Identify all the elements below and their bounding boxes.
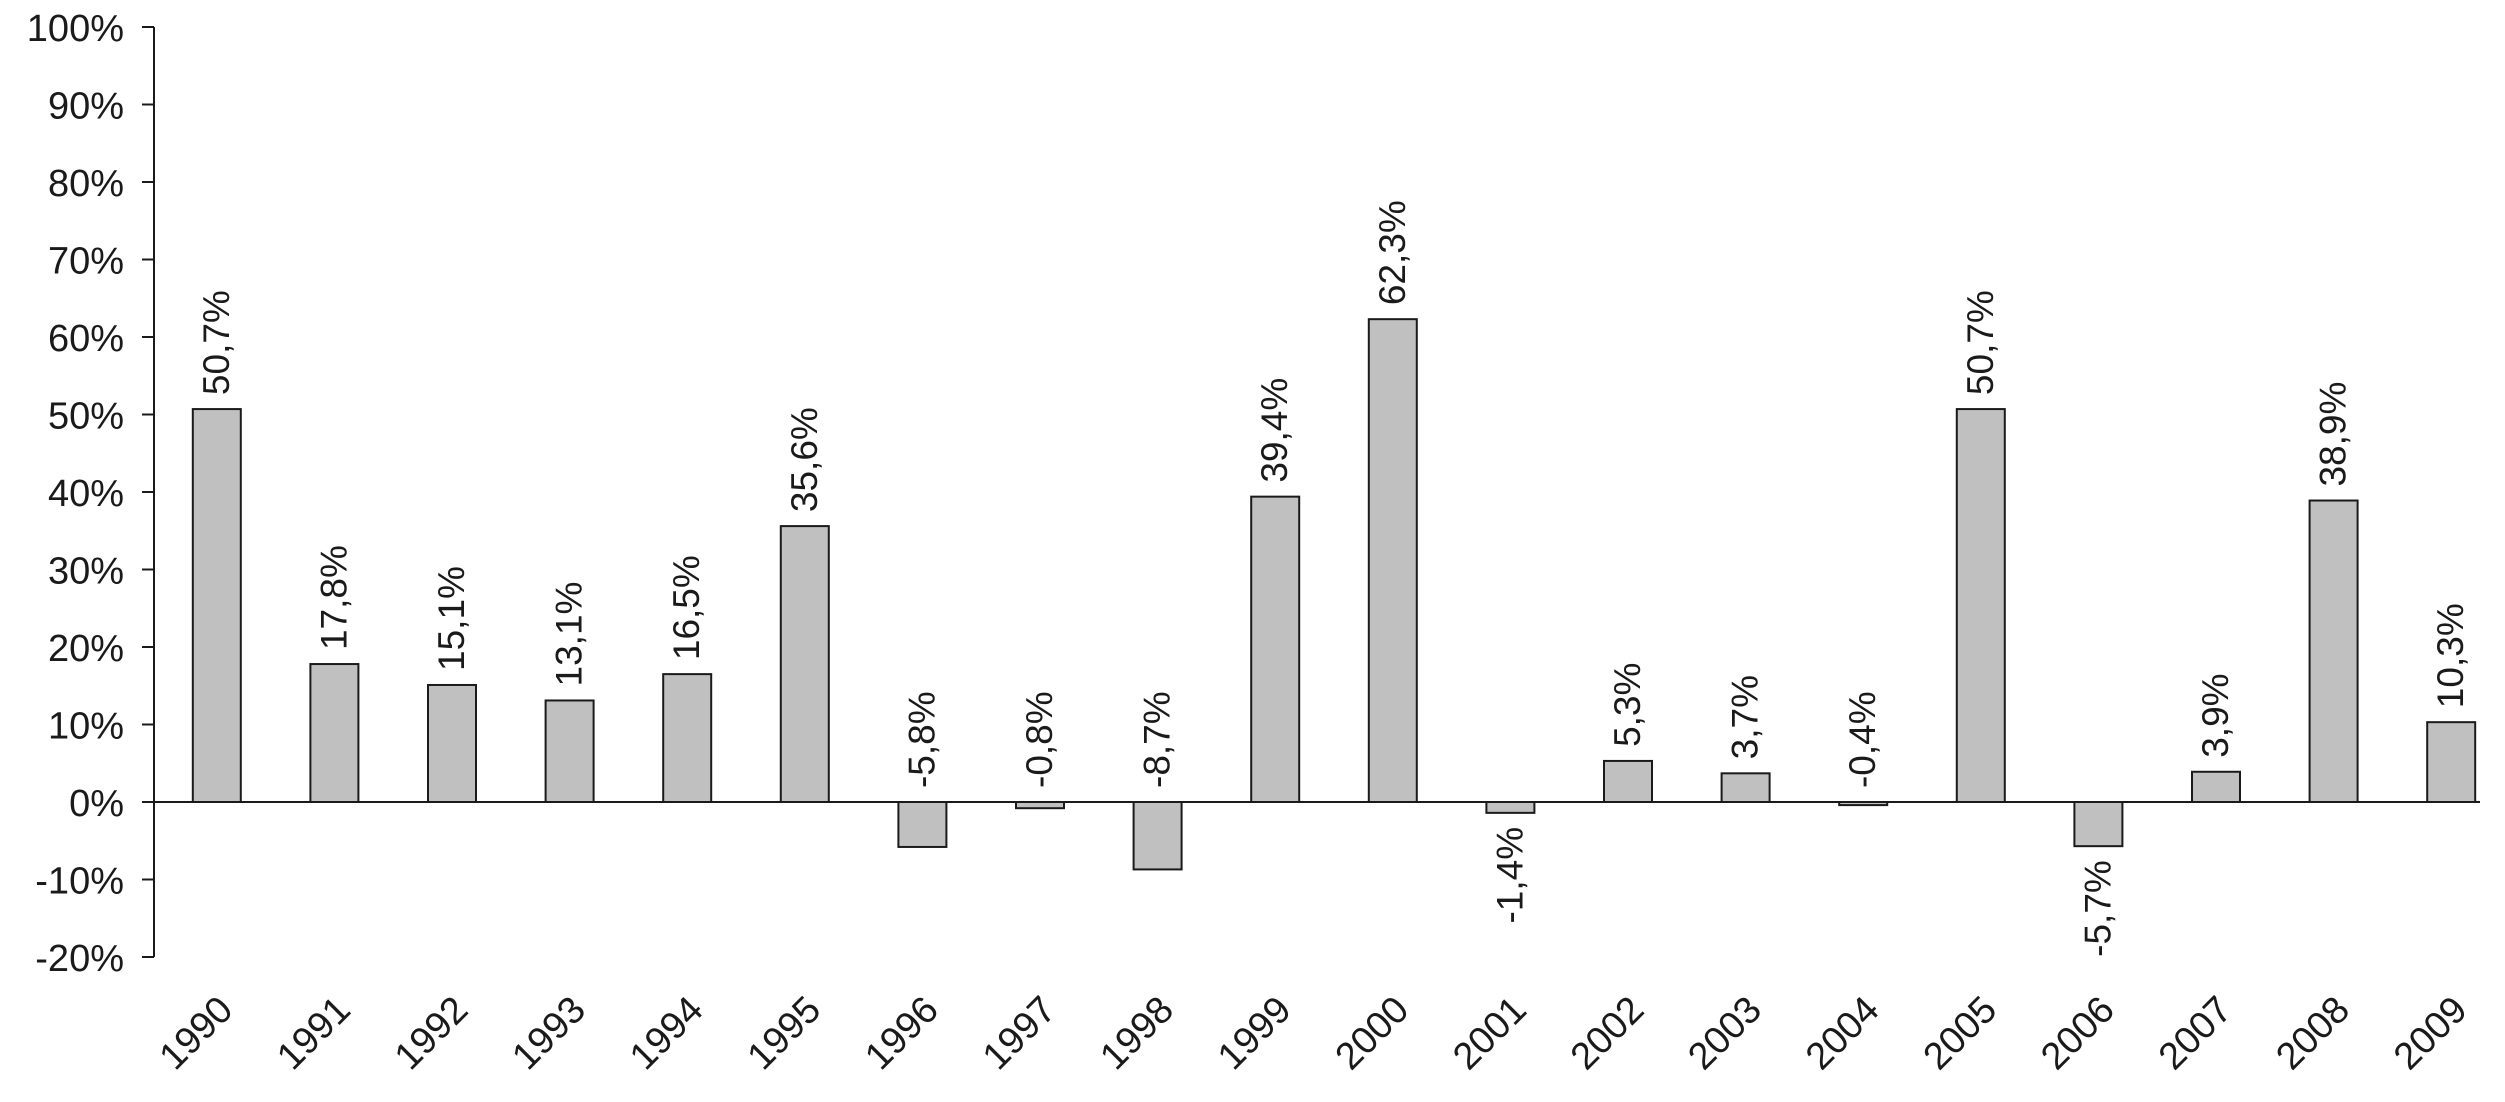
data-label: -5,7% xyxy=(2077,860,2118,957)
y-tick-label: 100% xyxy=(27,8,124,50)
data-label: -5,8% xyxy=(901,691,942,788)
x-tick-label: 2001 xyxy=(1445,989,1534,1078)
data-label: -0,8% xyxy=(1019,691,1060,788)
bar-1993 xyxy=(544,699,595,803)
x-tick-label: 1994 xyxy=(622,989,711,1078)
x-tick-label: 2000 xyxy=(1328,989,1417,1078)
data-label: 3,7% xyxy=(1725,675,1766,759)
x-tick-label: 1997 xyxy=(975,989,1064,1078)
bar-2005 xyxy=(1955,408,2006,803)
bar-2001 xyxy=(1485,801,1536,814)
data-label: 10,3% xyxy=(2430,603,2471,708)
bar-1996 xyxy=(897,801,948,848)
x-tick-label: 1993 xyxy=(504,989,593,1078)
y-axis: -20% -10% 0% 10% 20% 30% 40% 50% 60% 70% 80% 90% 100… xyxy=(27,8,155,980)
bar-1999 xyxy=(1250,495,1301,803)
x-tick-label: 1996 xyxy=(857,989,946,1078)
x-tick-label: 1998 xyxy=(1092,989,1181,1078)
data-label: -0,4% xyxy=(1842,691,1883,788)
bar-2002 xyxy=(1603,759,1653,803)
y-tick-label: 60% xyxy=(48,318,124,360)
x-axis: 1990 1991 1992 1993 1994 1995 1996 1997 1998 1999… xyxy=(152,801,2480,1078)
x-tick-label: 2004 xyxy=(1798,989,1887,1078)
x-tick-label: 2002 xyxy=(1563,989,1652,1078)
y-tick-label: 90% xyxy=(48,86,124,128)
x-tick-label: 2009 xyxy=(2386,989,2475,1078)
bars xyxy=(191,318,2477,871)
x-tick-label: 2007 xyxy=(2151,989,2240,1078)
y-tick-label: 80% xyxy=(48,163,124,205)
data-label: 15,1% xyxy=(431,566,472,671)
bar-1995 xyxy=(779,525,830,803)
y-tick-label: -10% xyxy=(35,861,124,903)
y-tick-label: 30% xyxy=(48,551,124,593)
data-label: 38,9% xyxy=(2313,382,2354,487)
y-tick-label: 40% xyxy=(48,473,124,515)
data-label: 5,3% xyxy=(1607,663,1648,747)
bar-2000 xyxy=(1367,318,1418,803)
bar-2008 xyxy=(2308,499,2359,803)
data-label: 39,4% xyxy=(1254,378,1295,483)
data-label: 3,9% xyxy=(2195,673,2236,757)
data-label: 17,8% xyxy=(313,545,354,650)
data-label: -1,4% xyxy=(1489,827,1530,924)
x-tick-label: 1990 xyxy=(152,989,241,1078)
y-tick-label: -20% xyxy=(35,938,124,980)
data-label: 62,3% xyxy=(1372,200,1413,305)
bar-2009 xyxy=(2426,721,2477,803)
y-tick-label: 0% xyxy=(69,783,124,825)
x-tick-label: 1991 xyxy=(269,989,358,1078)
data-label: 13,1% xyxy=(549,582,590,687)
data-label: 50,7% xyxy=(1960,290,2001,395)
data-label: 35,6% xyxy=(784,407,825,512)
bar-1990 xyxy=(191,408,242,803)
y-tick-label: 10% xyxy=(48,706,124,748)
bar-2007 xyxy=(2191,770,2241,804)
data-label: 50,7% xyxy=(196,290,237,395)
x-tick-label: 2006 xyxy=(2033,989,2122,1078)
y-tick-label: 50% xyxy=(48,396,124,438)
bar-1998 xyxy=(1132,801,1183,871)
y-tick-label: 20% xyxy=(48,628,124,670)
x-tick-label: 1992 xyxy=(387,989,476,1078)
x-tick-label: 2003 xyxy=(1680,989,1769,1078)
x-tick-label: 1999 xyxy=(1210,989,1299,1078)
bar-1992 xyxy=(427,683,477,803)
data-label: -8,7% xyxy=(1137,691,1178,788)
bar-1991 xyxy=(309,663,360,803)
x-tick-label: 2005 xyxy=(1916,989,2005,1078)
bar-2003 xyxy=(1720,772,1771,804)
data-labels: 50,7% 17,8% 15,1% 13,1% 16,5% 35,6% -5,8% -0,8%… xyxy=(196,200,2471,957)
x-tick-label: 2008 xyxy=(2268,989,2357,1078)
data-label: 16,5% xyxy=(666,555,707,660)
x-tick-label: 1995 xyxy=(740,989,829,1078)
bar-1994 xyxy=(662,673,713,803)
y-tick-label: 70% xyxy=(48,241,124,283)
bar-2006 xyxy=(2073,801,2124,848)
